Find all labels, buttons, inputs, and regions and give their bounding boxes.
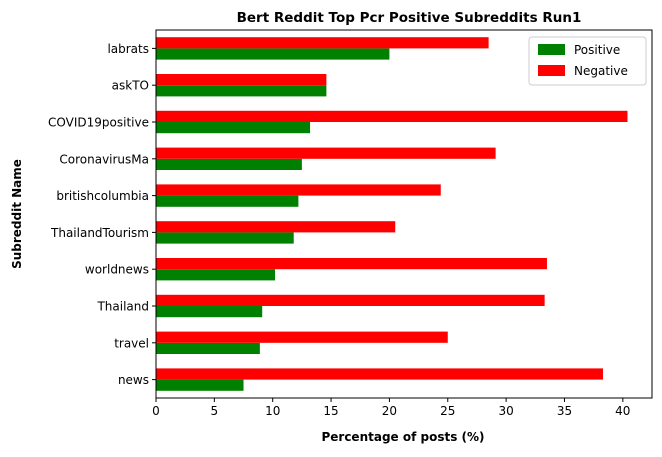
x-tick-label: 40 <box>615 404 630 418</box>
bar-negative-labrats <box>156 37 489 49</box>
y-axis-title: Subreddit Name <box>10 159 24 269</box>
y-tick-label: ThailandTourism <box>50 226 149 240</box>
x-tick-label: 30 <box>498 404 513 418</box>
bar-negative-Thailand <box>156 294 545 306</box>
plot-frame <box>155 29 653 399</box>
legend: Positive Negative <box>528 36 647 86</box>
bar-negative-COVID19positive <box>156 110 628 122</box>
x-tick-label: 10 <box>265 404 280 418</box>
bar-negative-britishcolumbia <box>156 184 441 196</box>
legend-label-positive: Positive <box>574 43 620 57</box>
bar-positive-labrats <box>156 48 390 60</box>
y-tick-label: britishcolumbia <box>56 189 149 203</box>
bar-positive-CoronavirusMa <box>156 158 302 170</box>
bar-negative-worldnews <box>156 258 547 270</box>
bar-negative-CoronavirusMa <box>156 147 496 159</box>
y-tick-label: travel <box>114 336 149 350</box>
legend-swatch-negative <box>538 65 565 76</box>
y-tick-label: news <box>118 373 149 387</box>
y-tick-label: CoronavirusMa <box>59 152 149 166</box>
legend-label-negative: Negative <box>574 64 628 78</box>
bar-positive-travel <box>156 342 260 354</box>
x-tick-label: 20 <box>382 404 397 418</box>
bar-positive-britishcolumbia <box>156 195 299 207</box>
x-tick-label: 25 <box>440 404 455 418</box>
axes-layer: 0 5 10 15 20 25 30 35 40 labrats askTO COVID19posit… <box>48 29 653 418</box>
chart-title: Bert Reddit Top Pcr Positive Subreddits … <box>237 10 582 26</box>
bar-negative-news <box>156 368 603 380</box>
y-tick-label: Thailand <box>96 300 149 314</box>
bar-negative-askTO <box>156 74 327 86</box>
bar-positive-worldnews <box>156 269 276 281</box>
x-tick-label: 15 <box>323 404 338 418</box>
y-tick-label: worldnews <box>85 263 149 277</box>
y-tick-label: labrats <box>107 42 149 56</box>
bar-negative-ThailandTourism <box>156 221 396 233</box>
x-axis-title: Percentage of posts (%) <box>321 430 484 444</box>
bar-positive-Thailand <box>156 306 263 318</box>
y-tick-label: askTO <box>112 79 149 93</box>
bar-positive-COVID19positive <box>156 122 311 134</box>
legend-swatch-positive <box>538 44 565 55</box>
x-tick-label: 35 <box>557 404 572 418</box>
bar-positive-news <box>156 379 244 391</box>
bar-positive-ThailandTourism <box>156 232 294 244</box>
bar-positive-askTO <box>156 85 327 97</box>
x-tick-label: 0 <box>152 404 160 418</box>
bar-negative-travel <box>156 331 448 343</box>
x-tick-label: 5 <box>211 404 219 418</box>
y-tick-label: COVID19positive <box>48 116 149 130</box>
bars-layer <box>156 37 628 391</box>
